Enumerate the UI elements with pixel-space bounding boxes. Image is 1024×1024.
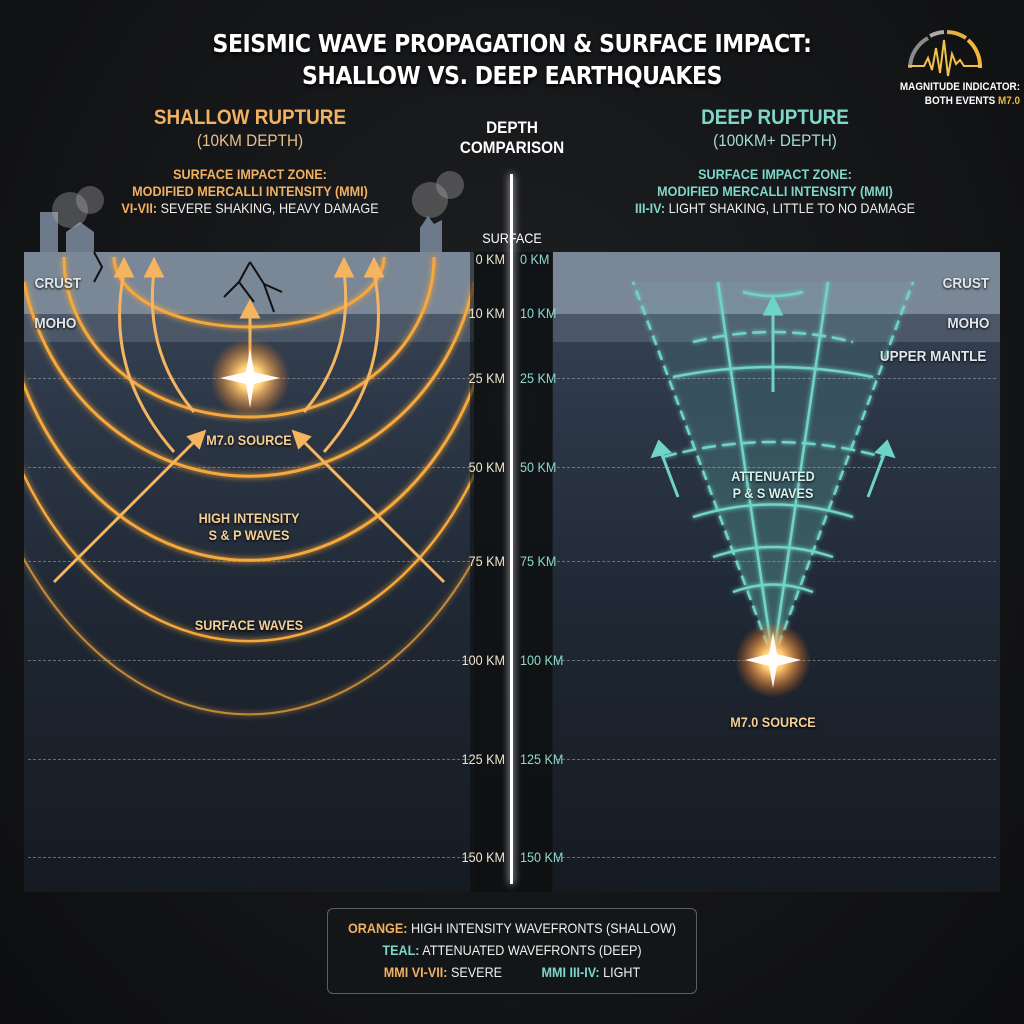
legend-row-orange: ORANGE: HIGH INTENSITY WAVEFRONTS (SHALL… bbox=[347, 920, 677, 936]
crust-label: CRUST bbox=[34, 275, 82, 292]
depth-tick-left: 150 KM bbox=[461, 849, 505, 865]
depth-gridline bbox=[28, 759, 470, 760]
depth-tick-left: 125 KM bbox=[461, 751, 505, 767]
moho-label: MOHO bbox=[34, 315, 77, 332]
deep-source-label: M7.0 SOURCE bbox=[730, 714, 816, 730]
legend-box: ORANGE: HIGH INTENSITY WAVEFRONTS (SHALL… bbox=[327, 908, 697, 994]
depth-tick-left: 100 KM bbox=[461, 652, 505, 668]
depth-tick-right: 50 KM bbox=[520, 459, 557, 475]
deep-wavefronts bbox=[631, 281, 915, 698]
magnitude-value: M7.0 bbox=[997, 95, 1020, 107]
depth-gridline bbox=[557, 857, 996, 858]
depth-tick-left: 25 KM bbox=[468, 370, 505, 386]
title-line-1: SEISMIC WAVE PROPAGATION & SURFACE IMPAC… bbox=[212, 29, 812, 58]
shallow-wavefronts bbox=[24, 252, 474, 716]
deep-waves-label: ATTENUATED P & S WAVES bbox=[731, 468, 815, 501]
shallow-mmi-desc: SEVERE SHAKING, HEAVY DAMAGE bbox=[157, 200, 379, 216]
shallow-header: SHALLOW RUPTURE (10KM DEPTH) SURFACE IMP… bbox=[79, 106, 421, 217]
deep-subtitle: (100KM+ DEPTH) bbox=[713, 131, 837, 150]
deep-mmi-value: III-IV: bbox=[634, 200, 666, 216]
shallow-subtitle: (10KM DEPTH) bbox=[196, 131, 304, 150]
gauge-seismograph-icon bbox=[908, 30, 983, 77]
moho-label: MOHO bbox=[947, 315, 990, 332]
depth-tick-right: 10 KM bbox=[520, 305, 557, 321]
depth-tick-left: 0 KM bbox=[475, 251, 505, 267]
depth-comparison-heading: DEPTH COMPARISON bbox=[459, 118, 565, 157]
depth-gridline bbox=[28, 857, 470, 858]
deep-mmi-desc: LIGHT SHAKING, LITTLE TO NO DAMAGE bbox=[665, 200, 916, 216]
infographic-title: SEISMIC WAVE PROPAGATION & SURFACE IMPAC… bbox=[61, 28, 962, 92]
depth-tick-right: 150 KM bbox=[520, 849, 564, 865]
depth-axis-line bbox=[510, 174, 513, 884]
depth-tick-right: 100 KM bbox=[520, 652, 564, 668]
deep-header: DEEP RUPTURE (100KM+ DEPTH) SURFACE IMPA… bbox=[604, 106, 946, 217]
surface-waves-label: SURFACE WAVES bbox=[194, 617, 304, 633]
legend-row-mmi: MMI VI-VII: SEVERE MMI III-IV: LIGHT bbox=[383, 964, 641, 980]
depth-tick-right: 75 KM bbox=[520, 553, 557, 569]
depth-gridline bbox=[28, 660, 470, 661]
magnitude-indicator: MAGNITUDE INDICATOR: BOTH EVENTS M7.0 bbox=[870, 18, 1020, 108]
magnitude-events-label: BOTH EVENTS bbox=[924, 95, 998, 107]
deep-title: DEEP RUPTURE bbox=[701, 106, 849, 129]
shallow-zone-label: SURFACE IMPACT ZONE: bbox=[173, 166, 327, 182]
title-line-2: SHALLOW VS. DEEP EARTHQUAKES bbox=[301, 61, 723, 90]
depth-tick-left: 50 KM bbox=[468, 459, 505, 475]
crust-label: CRUST bbox=[942, 275, 990, 292]
depth-tick-left: 10 KM bbox=[468, 305, 505, 321]
legend-row-teal: TEAL: ATTENUATED WAVEFRONTS (DEEP) bbox=[382, 942, 642, 958]
depth-tick-left: 75 KM bbox=[468, 553, 505, 569]
depth-gridline bbox=[557, 759, 996, 760]
shallow-cross-section: CRUST MOHO M7.0 SOURCE HIGH INTENSITY S … bbox=[24, 252, 474, 892]
shallow-source-label: M7.0 SOURCE bbox=[206, 432, 292, 448]
shallow-title: SHALLOW RUPTURE bbox=[153, 106, 347, 129]
depth-tick-right: 0 KM bbox=[520, 251, 550, 267]
shallow-waves-label: HIGH INTENSITY S & P WAVES bbox=[198, 510, 300, 543]
magnitude-label: MAGNITUDE INDICATOR: bbox=[899, 81, 1020, 93]
deep-cross-section: CRUST MOHO UPPER MANTLE ATTENUATED P & S… bbox=[553, 252, 1000, 892]
deep-zone-label: SURFACE IMPACT ZONE: bbox=[698, 166, 852, 182]
upper-mantle-label: UPPER MANTLE bbox=[879, 348, 987, 365]
damaged-buildings-icon bbox=[40, 171, 464, 252]
depth-tick-right: 25 KM bbox=[520, 370, 557, 386]
shallow-mmi-value: VI-VII: bbox=[121, 200, 158, 216]
depth-tick-right: 125 KM bbox=[520, 751, 564, 767]
deep-mmi-label: MODIFIED MERCALLI INTENSITY (MMI) bbox=[657, 183, 893, 199]
shallow-mmi-label: MODIFIED MERCALLI INTENSITY (MMI) bbox=[132, 183, 368, 199]
depth-gridline bbox=[28, 467, 470, 468]
surface-label: SURFACE bbox=[482, 230, 542, 246]
